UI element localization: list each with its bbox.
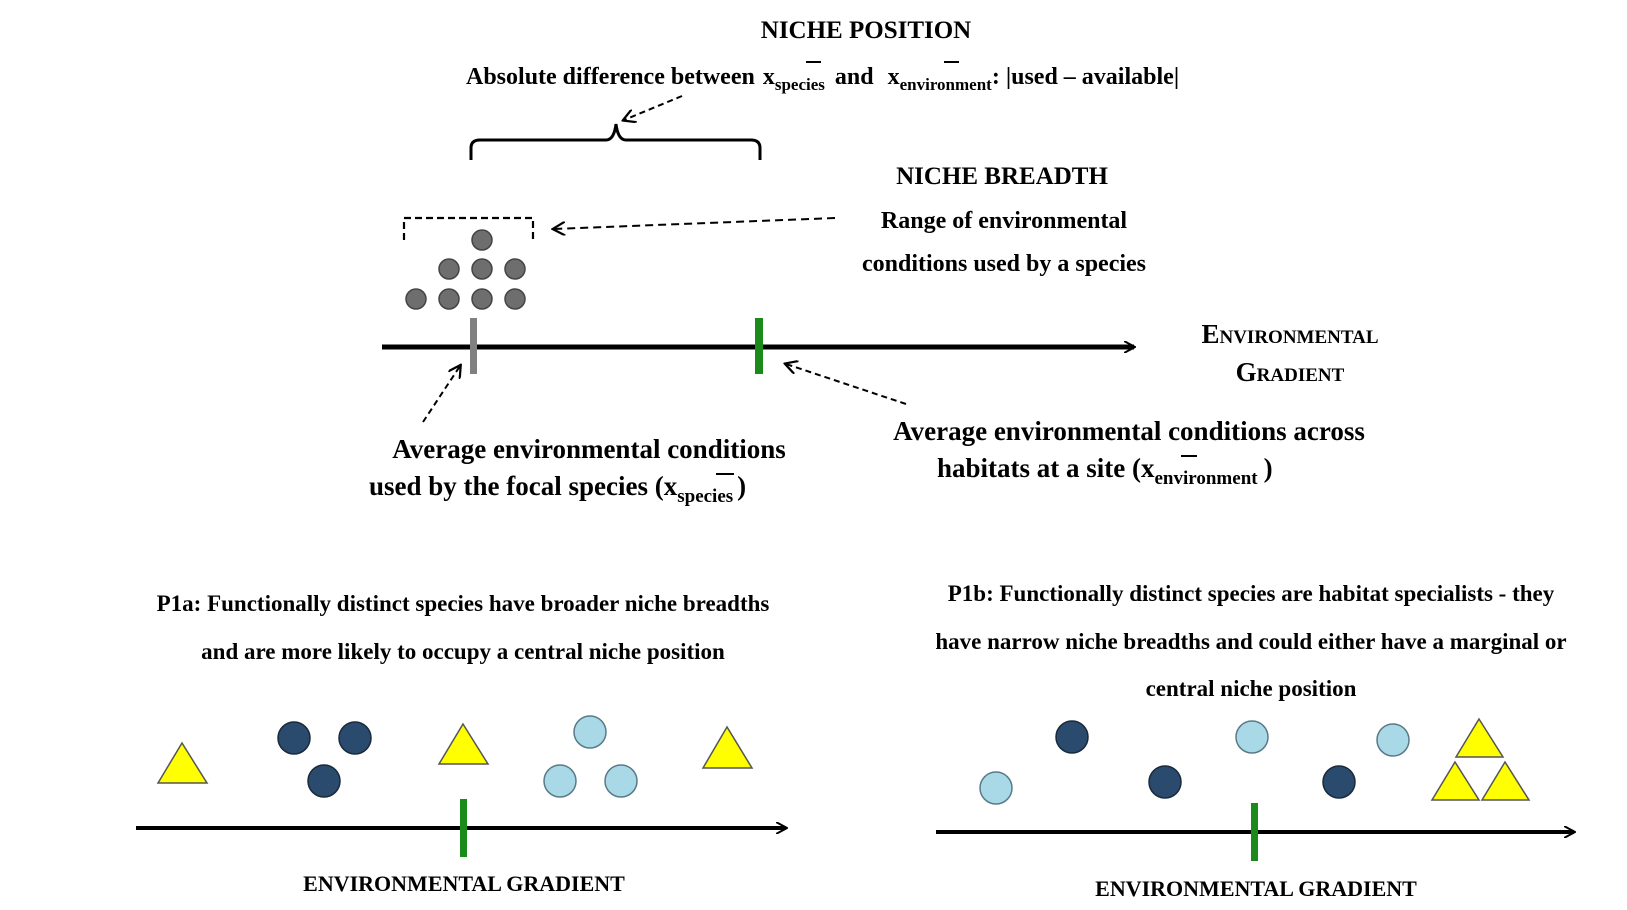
environment-mean-close: ): [1264, 453, 1273, 483]
species-mean-close: ): [737, 471, 746, 501]
light-circle-species: [573, 715, 607, 749]
panel-p1a: P1a: Functionally distinct species have …: [136, 591, 786, 896]
species-dot: [471, 229, 493, 251]
species-dot: [438, 258, 460, 280]
species-dot: [438, 288, 460, 310]
niche-breadth-pointer-arrow: [554, 217, 836, 229]
species-dot: [471, 288, 493, 310]
environment-mean-prefix: habitats at a site (: [937, 453, 1141, 483]
environment-mean-sub: environment: [1155, 468, 1259, 489]
p1b-caption-line1: P1b: Functionally distinct species are h…: [948, 581, 1555, 606]
top-axis-label-line2: Gradient: [1236, 357, 1345, 387]
p1a-caption-line2: and are more likely to occupy a central …: [201, 639, 725, 664]
top-axis-label-line1: Environmental: [1201, 319, 1378, 349]
niche-position-description: Absolute difference between xspecies and xe…: [466, 64, 1179, 94]
panel-p1b: P1b: Functionally distinct species are h…: [935, 581, 1574, 901]
species-dot: [405, 288, 427, 310]
species-mean-prefix: used by the focal species (: [369, 471, 664, 501]
niche-breadth-title: NICHE BREADTH: [896, 163, 1108, 190]
light-circle-species: [979, 771, 1013, 805]
light-circle-species: [604, 764, 638, 798]
niche-breadth-bracket: [402, 216, 535, 240]
p1b-caption-line3: central niche position: [1146, 676, 1357, 701]
x-bar-species: x: [763, 64, 775, 90]
dark-circle-species: [307, 764, 341, 798]
triangle-species: [437, 722, 490, 765]
niche-position-title: NICHE POSITION: [761, 17, 971, 44]
p1a-axis-label: ENVIRONMENTAL GRADIENT: [303, 871, 625, 896]
sub-environment: environment: [900, 75, 993, 94]
species-mean-line2: used by the focal species (xspecies): [369, 471, 746, 507]
environment-mean-line2: habitats at a site (xenvironment): [937, 453, 1273, 489]
p1a-caption-line1: P1a: Functionally distinct species have …: [157, 591, 770, 616]
dark-circle-species: [1148, 765, 1182, 799]
p1b-environment-mean-marker: [1251, 803, 1258, 861]
niche-breadth-line1: Range of environmental: [881, 208, 1128, 234]
x-bar-environment: x: [888, 64, 900, 90]
species-dots: [405, 229, 526, 310]
light-circle-species: [543, 764, 577, 798]
niche-breadth-line2: conditions used by a species: [862, 251, 1146, 277]
dark-circle-species: [277, 721, 311, 755]
environment-mean-pointer-arrow: [786, 364, 907, 405]
environment-mean-x: x: [1141, 453, 1155, 483]
species-dot: [471, 258, 493, 280]
p1b-axis-label: ENVIRONMENTAL GRADIENT: [1095, 876, 1417, 901]
and-word: and: [835, 64, 874, 90]
p1b-caption-line2: have narrow niche breadths and could eit…: [935, 629, 1566, 654]
species-mean-line1: Average environmental conditions: [392, 434, 785, 464]
dark-circle-species: [338, 721, 372, 755]
environment-mean-marker: [755, 318, 763, 374]
triangle-species: [156, 741, 209, 784]
triangle-species: [1430, 760, 1481, 801]
desc-suffix: : |used – available|: [992, 64, 1179, 90]
species-dot: [504, 258, 526, 280]
species-mean-pointer-arrow: [422, 366, 460, 423]
sub-species: species: [775, 75, 825, 94]
dark-circle-species: [1055, 720, 1089, 754]
triangle-species: [1480, 760, 1531, 801]
species-dot: [504, 288, 526, 310]
light-circle-species: [1235, 720, 1269, 754]
light-circle-species: [1376, 723, 1410, 757]
environment-mean-line1: Average environmental conditions across: [893, 416, 1365, 446]
desc-prefix: Absolute difference between: [466, 64, 755, 90]
top-panel: NICHE POSITION Absolute difference betwe…: [369, 17, 1379, 507]
species-mean-x: x: [664, 471, 678, 501]
niche-position-brace: [469, 123, 762, 160]
niche-position-pointer-arrow: [624, 95, 683, 120]
species-mean-marker: [470, 318, 477, 374]
p1a-environment-mean-marker: [460, 799, 467, 857]
triangle-species: [701, 725, 754, 769]
triangle-species: [1454, 717, 1505, 758]
dark-circle-species: [1322, 765, 1356, 799]
species-mean-sub: species: [677, 486, 733, 507]
